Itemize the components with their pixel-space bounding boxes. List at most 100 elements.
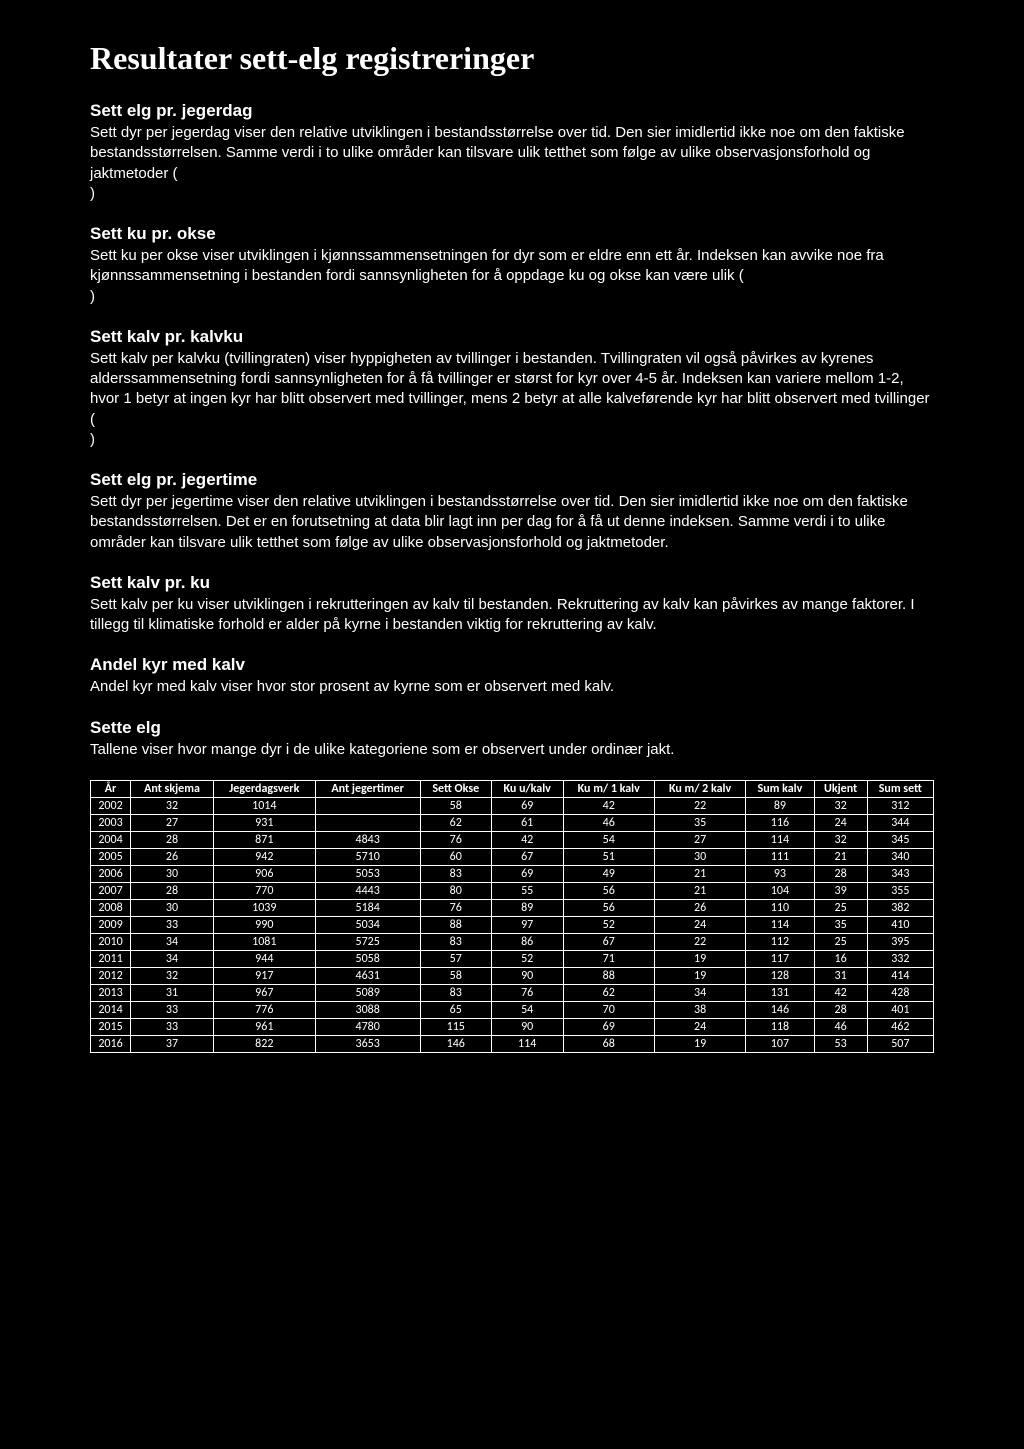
- table-body: 2002321014586942228932312200327931626146…: [91, 797, 934, 1052]
- table-cell: 65: [420, 1001, 491, 1018]
- table-cell: 34: [131, 933, 214, 950]
- table-cell: 131: [746, 984, 814, 1001]
- table-cell: 69: [563, 1018, 654, 1035]
- table-cell: 2014: [91, 1001, 131, 1018]
- table-cell: 2004: [91, 831, 131, 848]
- table-cell: 28: [814, 1001, 867, 1018]
- table-cell: 1014: [213, 797, 315, 814]
- section-jegerdag: Sett elg pr. jegerdag Sett dyr per jeger…: [90, 101, 934, 204]
- table-cell: 770: [213, 882, 315, 899]
- table-header-row: ÅrAnt skjemaJegerdagsverkAnt jegertimerS…: [91, 780, 934, 797]
- table-cell: 42: [491, 831, 563, 848]
- table-cell: 5710: [315, 848, 420, 865]
- table-row: 201533961478011590692411846462: [91, 1018, 934, 1035]
- table-cell: 1081: [213, 933, 315, 950]
- table-cell: 28: [131, 831, 214, 848]
- table-header-cell: Ant jegertimer: [315, 780, 420, 797]
- table-cell: 42: [814, 984, 867, 1001]
- table-cell: 931: [213, 814, 315, 831]
- table-cell: 114: [746, 831, 814, 848]
- table-cell: 114: [491, 1035, 563, 1052]
- table-cell: 24: [654, 1018, 745, 1035]
- table-cell: [315, 814, 420, 831]
- table-cell: 38: [654, 1001, 745, 1018]
- table-cell: 944: [213, 950, 315, 967]
- section-heading: Sett elg pr. jegerdag: [90, 101, 934, 121]
- table-cell: 462: [867, 1018, 933, 1035]
- table-cell: 89: [746, 797, 814, 814]
- table-cell: 401: [867, 1001, 933, 1018]
- table-cell: 83: [420, 933, 491, 950]
- table-cell: 2005: [91, 848, 131, 865]
- table-cell: 51: [563, 848, 654, 865]
- table-cell: 58: [420, 967, 491, 984]
- table-cell: 62: [420, 814, 491, 831]
- table-cell: 90: [491, 1018, 563, 1035]
- table-cell: 83: [420, 865, 491, 882]
- table-cell: 19: [654, 950, 745, 967]
- table-cell: 118: [746, 1018, 814, 1035]
- table-header-cell: Sett Okse: [420, 780, 491, 797]
- table-cell: 26: [654, 899, 745, 916]
- table-row: 20113494450585752711911716332: [91, 950, 934, 967]
- table-cell: 37: [131, 1035, 214, 1052]
- table-header-cell: Ant skjema: [131, 780, 214, 797]
- table-cell: 2011: [91, 950, 131, 967]
- table-cell: 33: [131, 1018, 214, 1035]
- table-cell: 46: [563, 814, 654, 831]
- table-cell: 116: [746, 814, 814, 831]
- table-cell: 30: [131, 865, 214, 882]
- table-row: 200830103951847689562611025382: [91, 899, 934, 916]
- table-cell: 2012: [91, 967, 131, 984]
- table-cell: 60: [420, 848, 491, 865]
- table-cell: 3653: [315, 1035, 420, 1052]
- table-cell: 822: [213, 1035, 315, 1052]
- table-cell: 67: [563, 933, 654, 950]
- table-cell: 146: [746, 1001, 814, 1018]
- table-cell: 906: [213, 865, 315, 882]
- table-cell: 2006: [91, 865, 131, 882]
- table-row: 20143377630886554703814628401: [91, 1001, 934, 1018]
- table-cell: 128: [746, 967, 814, 984]
- table-cell: 42: [563, 797, 654, 814]
- table-cell: 871: [213, 831, 315, 848]
- table-cell: 942: [213, 848, 315, 865]
- table-cell: 25: [814, 899, 867, 916]
- table-cell: 343: [867, 865, 933, 882]
- table-cell: 4443: [315, 882, 420, 899]
- table-cell: 56: [563, 882, 654, 899]
- table-cell: 25: [814, 933, 867, 950]
- table-cell: 89: [491, 899, 563, 916]
- data-table: ÅrAnt skjemaJegerdagsverkAnt jegertimerS…: [90, 780, 934, 1053]
- table-cell: 46: [814, 1018, 867, 1035]
- table-cell: 54: [563, 831, 654, 848]
- table-cell: 5089: [315, 984, 420, 1001]
- table-cell: 5058: [315, 950, 420, 967]
- table-header-cell: Ku u/kalv: [491, 780, 563, 797]
- table-cell: 52: [491, 950, 563, 967]
- table-cell: 32: [814, 797, 867, 814]
- section-andel-kyr: Andel kyr med kalv Andel kyr med kalv vi…: [90, 655, 934, 697]
- table-cell: 395: [867, 933, 933, 950]
- table-cell: 24: [814, 814, 867, 831]
- table-cell: 76: [420, 899, 491, 916]
- table-cell: 312: [867, 797, 933, 814]
- table-cell: 93: [746, 865, 814, 882]
- table-cell: 34: [654, 984, 745, 1001]
- table-cell: 382: [867, 899, 933, 916]
- table-cell: 112: [746, 933, 814, 950]
- table-cell: 31: [814, 967, 867, 984]
- table-cell: 28: [131, 882, 214, 899]
- table-row: 20042887148437642542711432345: [91, 831, 934, 848]
- table-cell: 990: [213, 916, 315, 933]
- table-cell: 961: [213, 1018, 315, 1035]
- section-body: Sett dyr per jegerdag viser den relative…: [90, 123, 934, 204]
- table-cell: 917: [213, 967, 315, 984]
- page-title: Resultater sett-elg registreringer: [90, 40, 934, 77]
- table-row: 20123291746315890881912831414: [91, 967, 934, 984]
- table-cell: 776: [213, 1001, 315, 1018]
- table-cell: 117: [746, 950, 814, 967]
- table-cell: 115: [420, 1018, 491, 1035]
- table-cell: 3088: [315, 1001, 420, 1018]
- section-body: Sett ku per okse viser utviklingen i kjø…: [90, 246, 934, 307]
